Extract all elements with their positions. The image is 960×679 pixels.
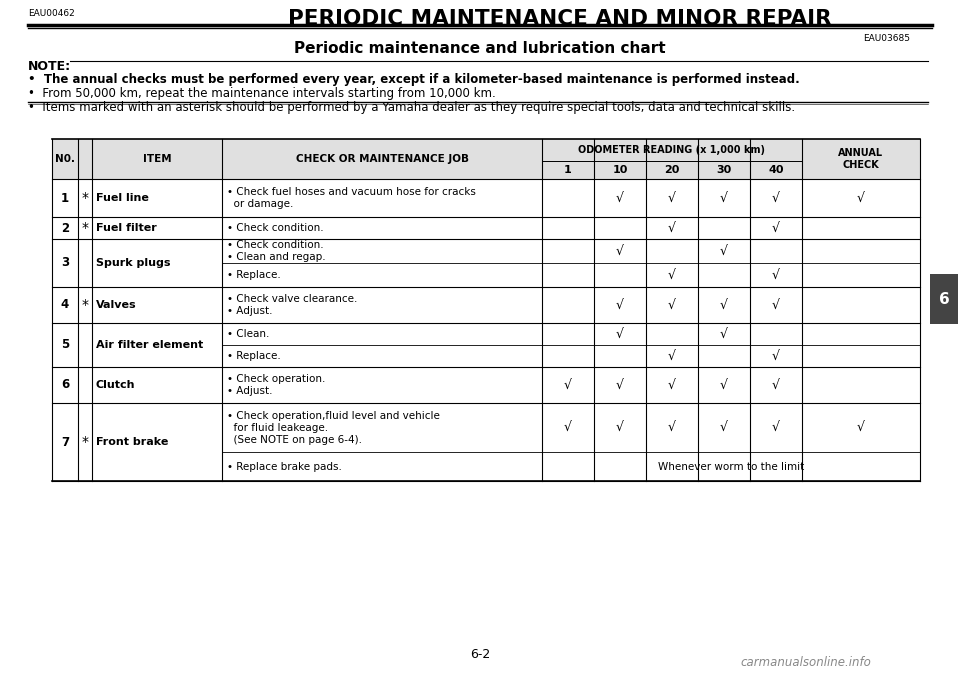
Text: √: √ bbox=[616, 299, 624, 312]
Text: •  The annual checks must be performed every year, except if a kilometer-based m: • The annual checks must be performed ev… bbox=[28, 73, 800, 86]
Text: 5: 5 bbox=[60, 339, 69, 352]
Text: 6-2: 6-2 bbox=[469, 648, 491, 661]
Text: 4: 4 bbox=[60, 299, 69, 312]
Text: √: √ bbox=[668, 299, 676, 312]
Text: 30: 30 bbox=[716, 165, 732, 175]
Text: • Clean.: • Clean. bbox=[227, 329, 270, 339]
Text: 20: 20 bbox=[664, 165, 680, 175]
Text: √: √ bbox=[720, 244, 728, 257]
Text: • Check fuel hoses and vacuum hose for cracks
  or damage.: • Check fuel hoses and vacuum hose for c… bbox=[227, 187, 476, 209]
Text: √: √ bbox=[564, 378, 572, 392]
Text: • Check operation.
• Adjust.: • Check operation. • Adjust. bbox=[227, 374, 325, 397]
Text: Air filter element: Air filter element bbox=[96, 340, 204, 350]
Text: *: * bbox=[82, 191, 88, 205]
Text: *: * bbox=[82, 298, 88, 312]
Text: √: √ bbox=[668, 221, 676, 234]
Text: 40: 40 bbox=[768, 165, 783, 175]
Text: √: √ bbox=[668, 378, 676, 392]
Text: √: √ bbox=[720, 191, 728, 204]
Text: √: √ bbox=[772, 191, 780, 204]
Text: •  Items marked with an asterisk should be performed by a Yamaha dealer as they : • Items marked with an asterisk should b… bbox=[28, 101, 795, 114]
Text: Spurk plugs: Spurk plugs bbox=[96, 258, 171, 268]
Text: √: √ bbox=[857, 421, 865, 434]
Text: √: √ bbox=[616, 378, 624, 392]
Text: ANNUAL
CHECK: ANNUAL CHECK bbox=[838, 148, 883, 170]
Text: • Replace brake pads.: • Replace brake pads. bbox=[227, 462, 342, 472]
Text: √: √ bbox=[616, 421, 624, 434]
Text: N0.: N0. bbox=[55, 154, 75, 164]
Text: • Replace.: • Replace. bbox=[227, 351, 280, 361]
Text: √: √ bbox=[720, 421, 728, 434]
Text: √: √ bbox=[772, 378, 780, 392]
Text: √: √ bbox=[772, 350, 780, 363]
Text: Fuel filter: Fuel filter bbox=[96, 223, 156, 233]
Text: EAU00462: EAU00462 bbox=[28, 9, 75, 18]
Text: √: √ bbox=[720, 378, 728, 392]
Text: 3: 3 bbox=[60, 257, 69, 270]
Text: √: √ bbox=[668, 350, 676, 363]
Text: Fuel line: Fuel line bbox=[96, 193, 149, 203]
Text: √: √ bbox=[772, 299, 780, 312]
Text: √: √ bbox=[720, 327, 728, 340]
Text: 2: 2 bbox=[60, 221, 69, 234]
Text: Periodic maintenance and lubrication chart: Periodic maintenance and lubrication cha… bbox=[294, 41, 666, 56]
Text: √: √ bbox=[772, 268, 780, 282]
Text: √: √ bbox=[616, 191, 624, 204]
Text: Valves: Valves bbox=[96, 300, 136, 310]
Text: √: √ bbox=[668, 191, 676, 204]
Text: √: √ bbox=[668, 421, 676, 434]
Text: PERIODIC MAINTENANCE AND MINOR REPAIR: PERIODIC MAINTENANCE AND MINOR REPAIR bbox=[288, 9, 831, 29]
Text: • Check condition.
• Clean and regap.: • Check condition. • Clean and regap. bbox=[227, 240, 325, 262]
Text: 1: 1 bbox=[60, 191, 69, 204]
Text: 6: 6 bbox=[60, 378, 69, 392]
Bar bbox=[930, 274, 958, 324]
Text: carmanualsonline.info: carmanualsonline.info bbox=[740, 656, 871, 669]
Text: Front brake: Front brake bbox=[96, 437, 168, 447]
Text: √: √ bbox=[616, 327, 624, 340]
Text: CHECK OR MAINTENANCE JOB: CHECK OR MAINTENANCE JOB bbox=[296, 154, 468, 164]
Text: √: √ bbox=[857, 191, 865, 204]
Text: *: * bbox=[82, 435, 88, 449]
Text: Whenever worm to the limit: Whenever worm to the limit bbox=[658, 462, 804, 472]
Text: √: √ bbox=[616, 244, 624, 257]
Text: • Check operation,fluid level and vehicle
  for fluid leakeage.
  (See NOTE on p: • Check operation,fluid level and vehicl… bbox=[227, 411, 440, 445]
Text: NOTE:: NOTE: bbox=[28, 60, 71, 73]
Text: ODOMETER READING (x 1,000 km): ODOMETER READING (x 1,000 km) bbox=[579, 145, 765, 155]
Text: √: √ bbox=[668, 268, 676, 282]
Text: √: √ bbox=[772, 221, 780, 234]
Text: 6: 6 bbox=[939, 291, 949, 306]
Text: *: * bbox=[82, 221, 88, 235]
Text: 7: 7 bbox=[60, 435, 69, 449]
Text: 1: 1 bbox=[564, 165, 572, 175]
Text: • Replace.: • Replace. bbox=[227, 270, 280, 280]
Bar bbox=[52, 139, 920, 179]
Text: ITEM: ITEM bbox=[143, 154, 171, 164]
Text: •  From 50,000 km, repeat the maintenance intervals starting from 10,000 km.: • From 50,000 km, repeat the maintenance… bbox=[28, 87, 495, 100]
Text: √: √ bbox=[720, 299, 728, 312]
Text: Clutch: Clutch bbox=[96, 380, 135, 390]
Text: • Check valve clearance.
• Adjust.: • Check valve clearance. • Adjust. bbox=[227, 294, 357, 316]
Text: √: √ bbox=[772, 421, 780, 434]
Text: EAU03685: EAU03685 bbox=[863, 34, 910, 43]
Text: √: √ bbox=[564, 421, 572, 434]
Text: 10: 10 bbox=[612, 165, 628, 175]
Text: • Check condition.: • Check condition. bbox=[227, 223, 324, 233]
